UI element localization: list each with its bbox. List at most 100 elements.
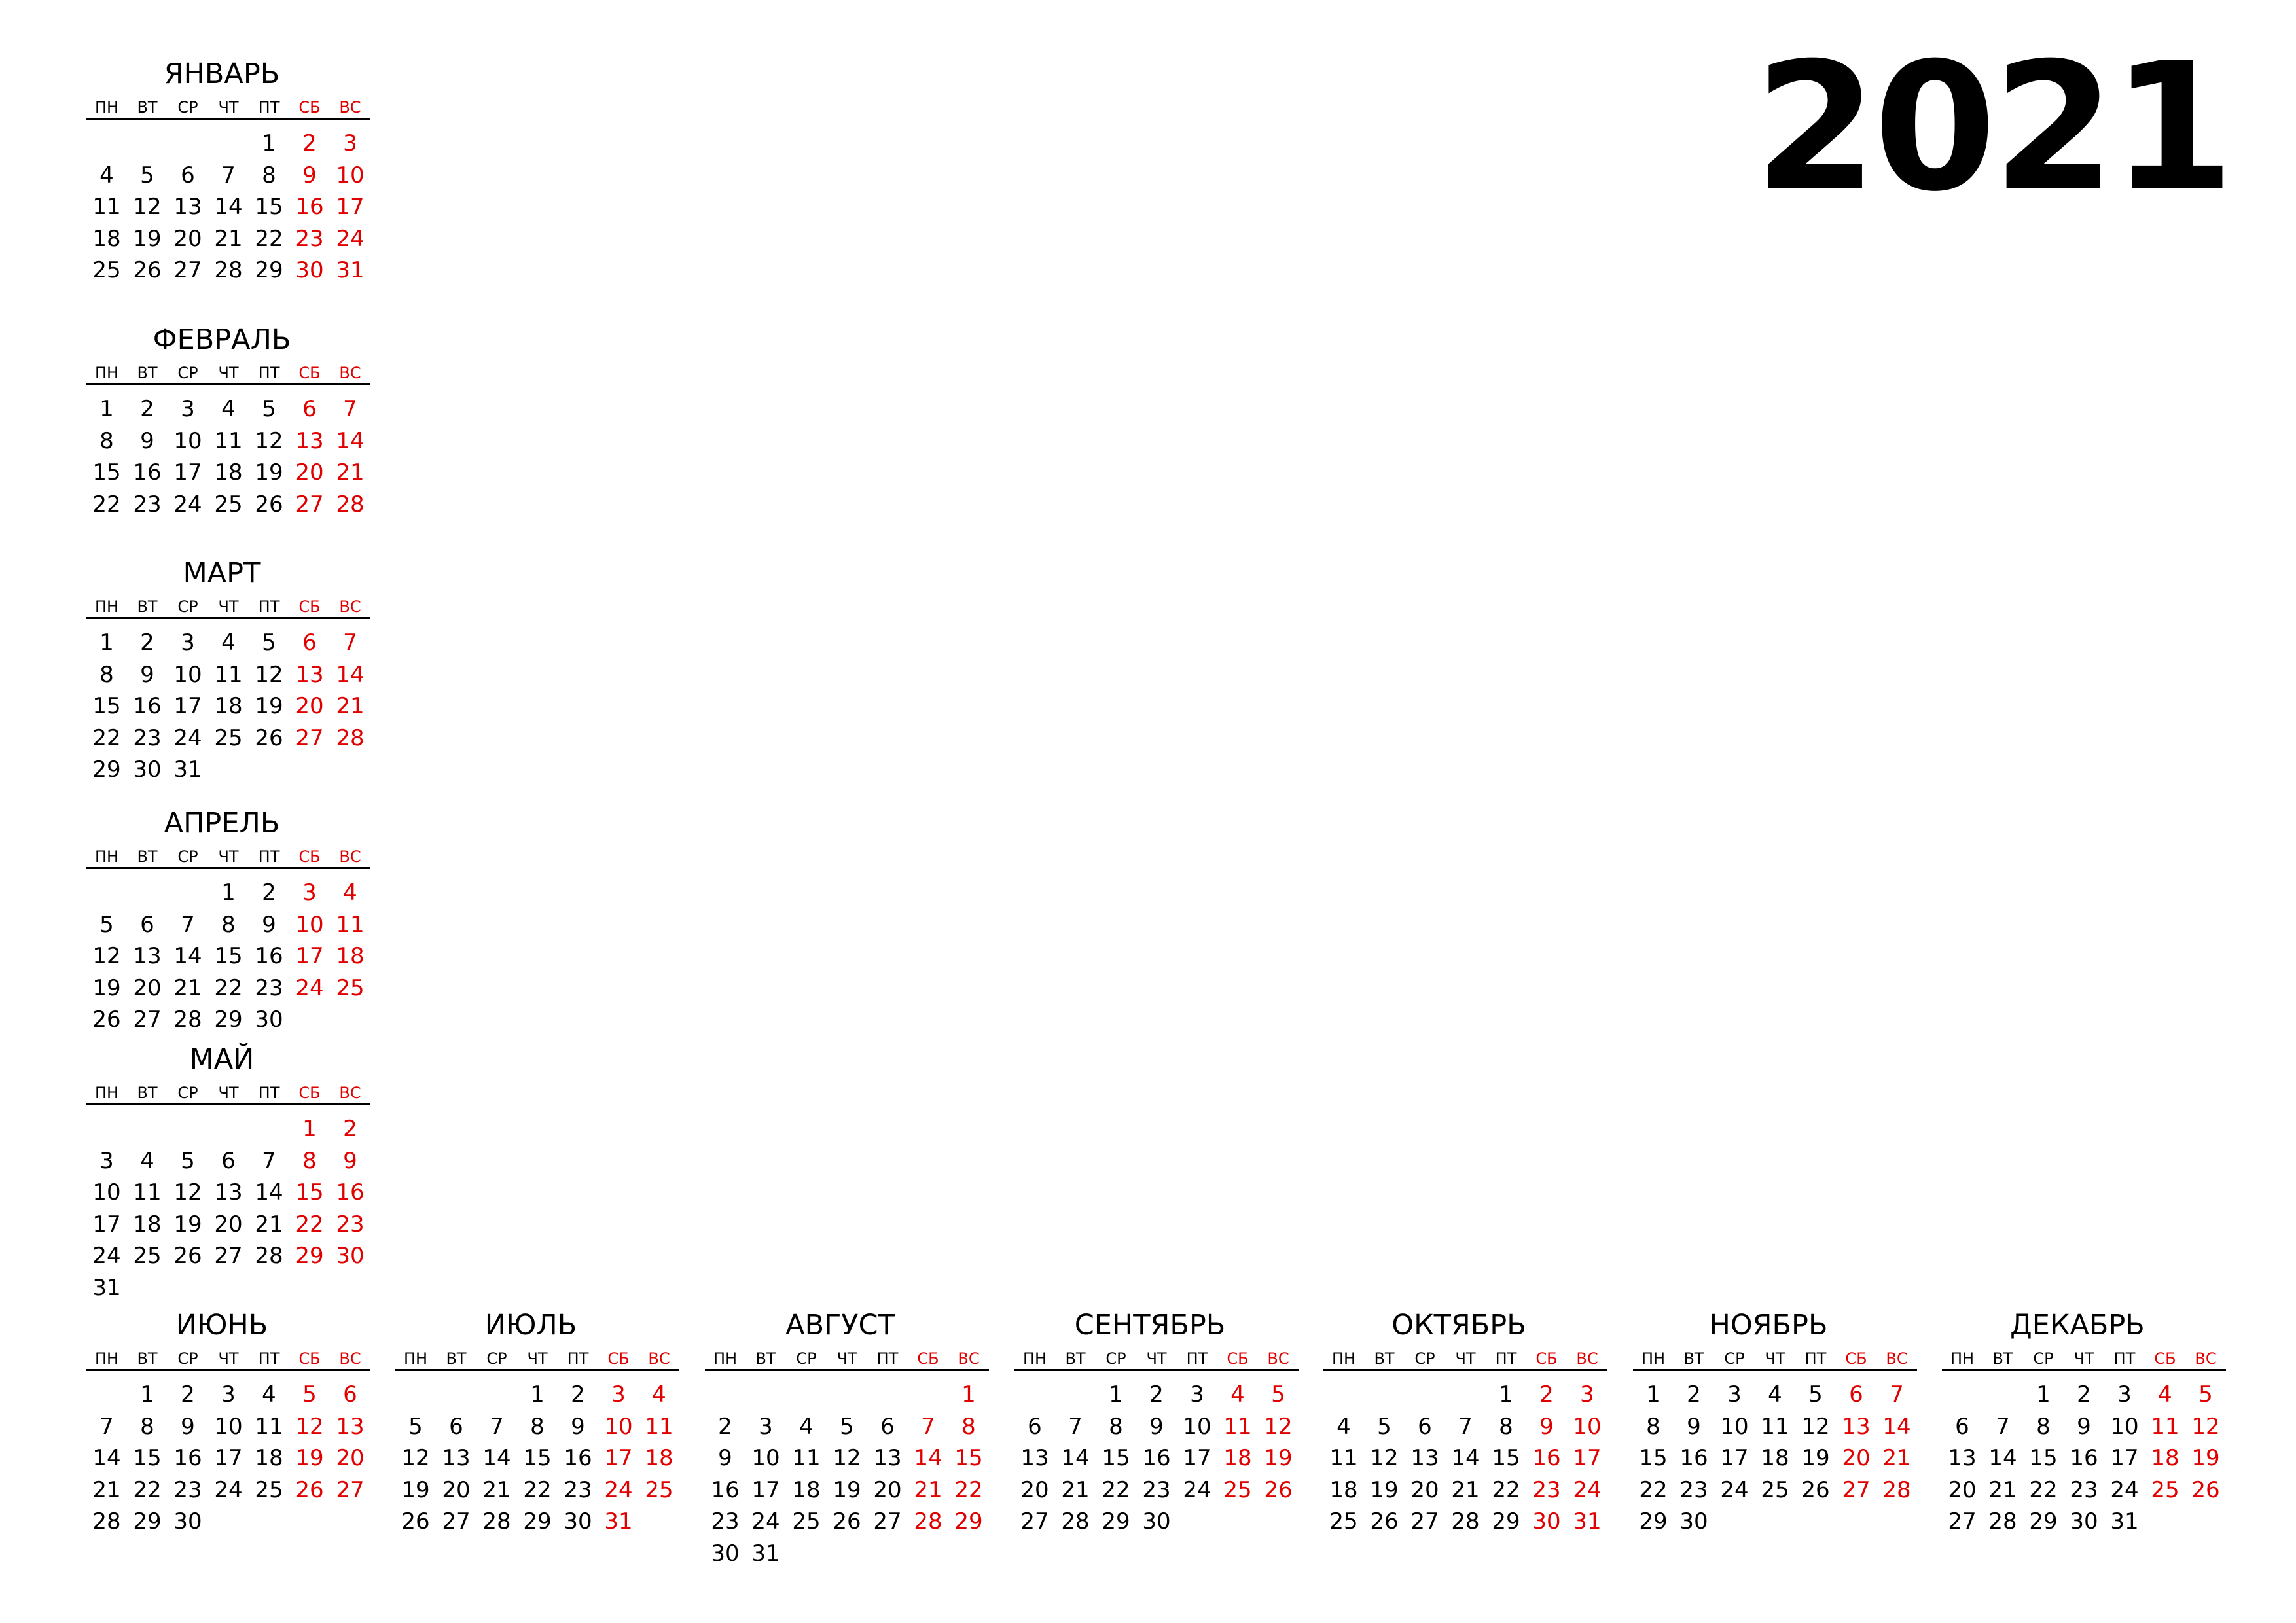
day-cell: 6	[302, 396, 317, 422]
empty-cell	[436, 1379, 476, 1411]
month-block: МАРТ ПН ВТ СР ЧТ ПТ СБ ВС 1 2 3 4 5 6 7 8 9 10 11 12 13 14 15 1…	[86, 560, 370, 786]
day-cell: 4	[140, 1147, 154, 1174]
day-cell: 14	[92, 1445, 121, 1471]
day-cell: 3	[221, 1382, 236, 1408]
day-cell: 4	[99, 162, 114, 188]
day-cell: 9	[1149, 1413, 1164, 1440]
day-cell: 4	[652, 1382, 666, 1408]
day-cell: 18	[645, 1445, 673, 1471]
day-cell: 26	[295, 1476, 324, 1503]
month-grid: ПН ВТ СР ЧТ ПТ СБ ВС 1 2 3 4 5 6 7 8 9 10 11 12 13 14 15 16 17 1…	[86, 365, 370, 520]
day-cell: 3	[99, 1147, 114, 1174]
month-grid: ПН ВТ СР ЧТ ПТ СБ ВС 1 2 3 4 5 6 7 8 9 10 11 12 13 14 15 16 17 1…	[1323, 1351, 1607, 1538]
empty-cell	[127, 128, 168, 160]
day-cell: 27	[336, 1476, 365, 1503]
weekday-header: ПН	[1633, 1351, 1674, 1371]
month-title: ДЕКАБРЬ	[2010, 1309, 2145, 1342]
day-cell: 21	[914, 1476, 942, 1503]
day-cell: 13	[442, 1445, 471, 1471]
weekday-header: ВС	[330, 599, 370, 619]
day-cell: 6	[221, 1147, 236, 1174]
day-cell: 8	[961, 1413, 976, 1440]
day-cell: 1	[262, 130, 276, 156]
day-cell: 11	[2151, 1413, 2179, 1440]
day-cell: 22	[214, 974, 243, 1001]
day-cell: 4	[1230, 1382, 1245, 1408]
weekday-header: ПН	[86, 1085, 127, 1105]
weekday-header: СР	[168, 1085, 208, 1105]
day-cell: 7	[343, 630, 357, 656]
day-cell: 29	[2029, 1508, 2058, 1535]
day-cell: 25	[1223, 1476, 1252, 1503]
day-cell: 27	[1020, 1508, 1049, 1535]
day-cell: 3	[2117, 1382, 2132, 1408]
empty-cell	[127, 877, 168, 909]
day-cell: 21	[336, 693, 365, 719]
day-cell: 24	[1183, 1476, 1211, 1503]
day-cell: 2	[181, 1382, 195, 1408]
weekday-header: ВТ	[1982, 1351, 2023, 1371]
day-cell: 23	[295, 225, 324, 252]
day-cell: 8	[1499, 1413, 1513, 1440]
empty-cell	[705, 1379, 745, 1411]
weekday-header: ПН	[86, 849, 127, 869]
day-cell: 6	[1028, 1413, 1042, 1440]
day-cell: 30	[2070, 1508, 2098, 1535]
day-cell: 20	[133, 974, 162, 1001]
month-grid: ПН ВТ СР ЧТ ПТ СБ ВС 1 2 3 4 5 6 7 8 9 10 11 12 13 14 15 16 17 1…	[86, 99, 370, 287]
day-cell: 15	[92, 693, 121, 719]
weekday-header: ЧТ	[2064, 1351, 2104, 1371]
day-cell: 16	[173, 1445, 202, 1471]
day-cell: 15	[523, 1445, 552, 1471]
day-cell: 20	[1410, 1476, 1439, 1503]
day-cell: 11	[645, 1413, 673, 1440]
day-cell: 1	[140, 1382, 154, 1408]
day-cell: 26	[92, 1007, 121, 1033]
weekday-header: СР	[168, 365, 208, 385]
weekday-header: ВТ	[127, 599, 168, 619]
day-cell: 26	[1370, 1508, 1399, 1535]
day-cell: 15	[1102, 1445, 1130, 1471]
day-cell: 7	[1996, 1413, 2010, 1440]
month-grid: ПН ВТ СР ЧТ ПТ СБ ВС 1 2 3 4 5 6 7 8 9 10 11 12 13 14 15 16 17 1…	[86, 1085, 370, 1304]
month-title: ИЮНЬ	[175, 1309, 268, 1342]
month-grid: ПН ВТ СР ЧТ ПТ СБ ВС 1 2 3 4 5 6 7 8 9 10 11 12 13 14 15 16 17 1…	[1942, 1351, 2226, 1538]
weekday-header: ЧТ	[208, 1351, 249, 1371]
day-cell: 8	[1646, 1413, 1660, 1440]
day-cell: 2	[262, 880, 276, 906]
day-cell: 18	[133, 1211, 162, 1238]
weekday-header: ПН	[1014, 1351, 1055, 1371]
day-cell: 26	[255, 491, 283, 518]
day-cell: 24	[1720, 1476, 1749, 1503]
day-cell: 1	[2036, 1382, 2051, 1408]
day-cell: 5	[140, 162, 154, 188]
weekday-header: СБ	[289, 599, 330, 619]
day-cell: 16	[1679, 1445, 1708, 1471]
day-cell: 11	[255, 1413, 283, 1440]
day-cell: 10	[214, 1413, 243, 1440]
day-cell: 6	[140, 911, 154, 938]
day-cell: 20	[873, 1476, 902, 1503]
day-cell: 24	[173, 724, 202, 751]
day-cell: 14	[214, 194, 243, 220]
day-cell: 18	[1329, 1476, 1358, 1503]
day-cell: 17	[173, 459, 202, 486]
day-cell: 9	[140, 661, 154, 688]
weekday-header: СР	[168, 849, 208, 869]
day-cell: 25	[92, 257, 121, 283]
day-cell: 11	[1761, 1413, 1789, 1440]
weekday-header: ПТ	[2104, 1351, 2145, 1371]
day-cell: 28	[214, 257, 243, 283]
day-cell: 27	[1948, 1508, 1977, 1535]
day-cell: 18	[214, 459, 243, 486]
day-cell: 9	[2077, 1413, 2091, 1440]
month-block: ФЕВРАЛЬ ПН ВТ СР ЧТ ПТ СБ ВС 1 2 3 4 5 6 7 8 9 10 11 12 13 14…	[86, 326, 370, 520]
day-cell: 3	[1580, 1382, 1594, 1408]
day-cell: 11	[214, 661, 243, 688]
day-cell: 14	[1882, 1413, 1911, 1440]
day-cell: 30	[133, 757, 162, 783]
day-cell: 25	[1761, 1476, 1789, 1503]
day-cell: 27	[133, 1007, 162, 1033]
day-cell: 1	[1646, 1382, 1660, 1408]
day-cell: 21	[482, 1476, 511, 1503]
